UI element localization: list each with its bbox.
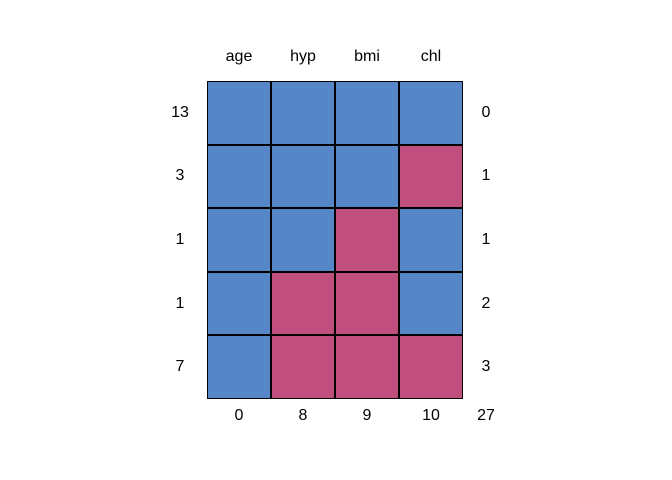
- row-count-label-4: 1: [175, 294, 185, 312]
- row-count-label-2: 3: [175, 167, 185, 185]
- pattern-cell-age-row3: [207, 208, 271, 272]
- column-missing-count-chl: 10: [422, 407, 440, 424]
- pattern-cell-age-row2: [207, 144, 271, 209]
- pattern-cell-chl-row4: [399, 271, 463, 336]
- row-missing-count-label-4: 2: [481, 294, 491, 312]
- column-headers: age hyp bmi chl: [207, 46, 463, 68]
- pattern-grid: [207, 81, 463, 399]
- column-missing-count-bmi: 9: [362, 407, 372, 424]
- pattern-cell-bmi-row2: [335, 144, 399, 209]
- pattern-cell-hyp-row4: [271, 271, 335, 336]
- pattern-cell-chl-row1: [399, 81, 463, 145]
- pattern-cell-hyp-row3: [271, 208, 335, 272]
- row-count-label-3: 1: [175, 230, 185, 248]
- row-missing-count-label-3: 1: [481, 230, 491, 248]
- row-count-labels: 13 3 1 1 7: [155, 81, 205, 399]
- column-missing-count-labels: 0 8 9 10: [207, 405, 463, 427]
- column-missing-count-age: 0: [234, 407, 244, 424]
- column-header-age: age: [225, 48, 253, 65]
- row-missing-count-label-2: 1: [481, 167, 491, 185]
- pattern-cell-bmi-row5: [335, 335, 399, 399]
- pattern-cell-bmi-row4: [335, 271, 399, 336]
- column-header-hyp: hyp: [290, 48, 316, 65]
- row-missing-count-labels: 0 1 1 2 3: [463, 81, 509, 399]
- pattern-cell-age-row1: [207, 81, 271, 145]
- pattern-cell-age-row4: [207, 271, 271, 336]
- pattern-cell-chl-row5: [399, 335, 463, 399]
- pattern-cell-chl-row3: [399, 208, 463, 272]
- pattern-cell-age-row5: [207, 335, 271, 399]
- pattern-cell-chl-row2: [399, 144, 463, 209]
- column-header-chl: chl: [420, 48, 442, 65]
- row-missing-count-label-1: 0: [481, 103, 491, 121]
- pattern-cell-hyp-row2: [271, 144, 335, 209]
- row-count-label-5: 7: [175, 358, 185, 376]
- column-missing-count-hyp: 8: [298, 407, 308, 424]
- total-missing-count: 27: [477, 407, 495, 424]
- row-count-label-1: 13: [171, 103, 189, 121]
- row-missing-count-label-5: 3: [481, 358, 491, 376]
- column-header-bmi: bmi: [354, 48, 380, 65]
- pattern-cell-hyp-row5: [271, 335, 335, 399]
- pattern-cell-bmi-row3: [335, 208, 399, 272]
- pattern-cell-bmi-row1: [335, 81, 399, 145]
- pattern-cell-hyp-row1: [271, 81, 335, 145]
